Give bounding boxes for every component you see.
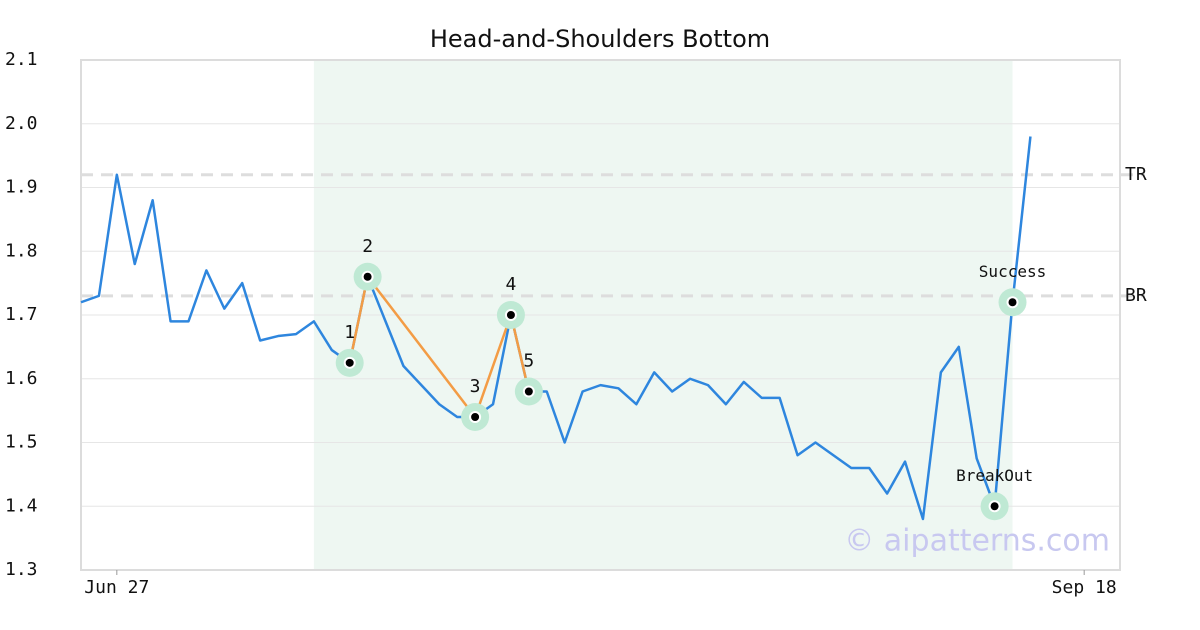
x-tick-label: Sep 18 — [1052, 577, 1117, 598]
point-label: 1 — [344, 322, 355, 343]
point-dot — [343, 356, 356, 369]
y-tick-label: 1.9 — [5, 177, 38, 198]
point-dot — [988, 500, 1001, 513]
y-tick-label: 1.5 — [5, 432, 38, 453]
point-dot — [522, 385, 535, 398]
y-tick-label: 2.0 — [5, 113, 38, 134]
point-label: BreakOut — [956, 466, 1033, 485]
point-dot — [361, 270, 374, 283]
watermark: © aipatterns.com — [844, 524, 1110, 559]
y-tick-label: 1.3 — [5, 559, 38, 580]
y-tick-label: 1.7 — [5, 304, 38, 325]
y-tick-label: 1.8 — [5, 240, 38, 261]
x-tick-label: Jun 27 — [84, 577, 149, 598]
y-tick-label: 1.6 — [5, 368, 38, 389]
reference-label: TR — [1125, 164, 1147, 185]
reference-label: BR — [1125, 285, 1147, 306]
price-line — [80, 136, 1032, 521]
y-tick-label: 1.4 — [5, 495, 38, 516]
chart-title: Head-and-Shoulders Bottom — [430, 25, 770, 53]
point-dot — [1006, 296, 1019, 309]
point-dot — [504, 309, 517, 321]
point-label: 3 — [470, 376, 481, 397]
point-label: 5 — [523, 351, 534, 372]
point-label: Success — [979, 262, 1046, 281]
point-dot — [469, 411, 482, 423]
point-label: 4 — [506, 274, 517, 295]
point-label: 2 — [362, 236, 373, 257]
plot-frame — [80, 59, 1121, 571]
y-tick-label: 2.1 — [5, 49, 38, 70]
